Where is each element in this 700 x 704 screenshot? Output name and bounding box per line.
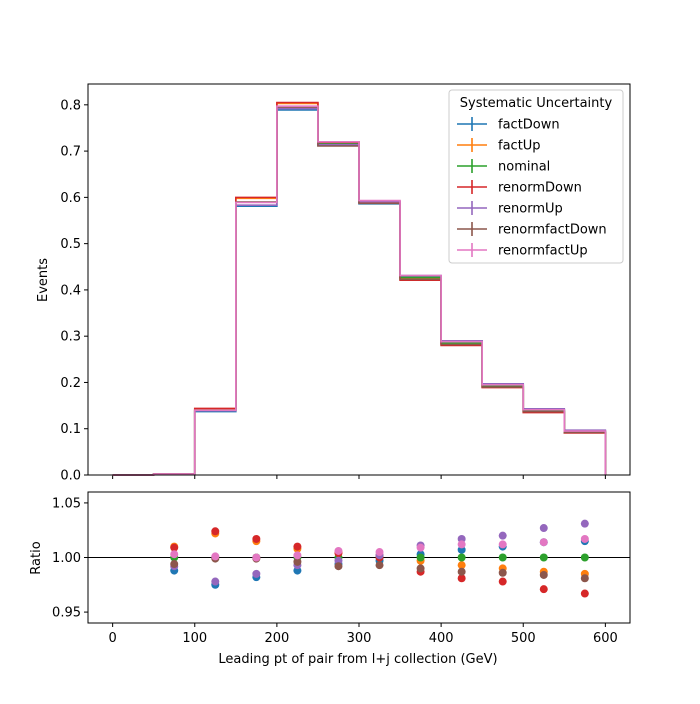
ratio-series-renormfactUp <box>170 534 589 562</box>
ratio-point <box>498 577 507 586</box>
ratio-point <box>170 560 179 569</box>
ratio-point <box>457 553 466 562</box>
legend-label: nominal <box>498 160 550 175</box>
main-y-tick-label: 0.3 <box>60 330 81 345</box>
ratio-x-axis: 0 100 200 300 400 500 600 <box>108 623 618 646</box>
main-y-axis-title: Events <box>36 258 51 302</box>
series-step-renormfactUp <box>112 105 607 476</box>
legend-frame <box>448 89 624 264</box>
legend-item-factDown: factDown <box>457 117 560 133</box>
legend-title: Systematic Uncertainty <box>460 96 613 111</box>
ratio-point <box>416 564 425 573</box>
legend-item-renormDown: renormDown <box>457 180 582 196</box>
legend-label: factUp <box>498 139 541 154</box>
ratio-point <box>170 543 179 552</box>
legend-item-renormfactUp: renormfactUp <box>457 243 588 259</box>
ratio-point <box>539 570 548 579</box>
ratio-point <box>211 527 220 536</box>
ratio-point <box>293 557 302 566</box>
ratio-y-tick-label: 0.95 <box>52 606 81 621</box>
legend-items: factDown factUp nominal renormDown renormUp r… <box>457 117 607 259</box>
legend-label: factDown <box>498 118 560 133</box>
ratio-point <box>252 553 261 562</box>
ratio-plot-area <box>88 519 630 598</box>
ratio-point <box>416 543 425 552</box>
ratio-point <box>293 542 302 551</box>
ratio-point <box>334 546 343 555</box>
legend-item-renormfactDown: renormfactDown <box>457 222 607 238</box>
ratio-x-tick-label: 600 <box>593 631 618 646</box>
legend-item-nominal: nominal <box>457 159 550 175</box>
main-y-tick-label: 0.5 <box>60 237 81 252</box>
ratio-point <box>457 567 466 576</box>
ratio-x-tick-label: 400 <box>429 631 454 646</box>
legend-label: renormfactDown <box>498 223 607 238</box>
ratio-point <box>539 553 548 562</box>
ratio-y-axis-title: Ratio <box>29 541 44 574</box>
legend-label: renormfactUp <box>498 244 588 259</box>
x-axis-title: Leading pt of pair from l+j collection (… <box>218 652 497 667</box>
main-y-tick-label: 0.7 <box>60 145 81 160</box>
legend-label: renormDown <box>498 181 582 196</box>
ratio-point <box>539 538 548 547</box>
legend-item-renormUp: renormUp <box>457 201 563 217</box>
ratio-point <box>498 553 507 562</box>
ratio-point <box>252 569 261 578</box>
ratio-point <box>539 585 548 594</box>
ratio-point <box>580 534 589 543</box>
ratio-point <box>498 568 507 577</box>
ratio-point <box>211 552 220 561</box>
ratio-point <box>457 540 466 549</box>
ratio-x-tick-label: 0 <box>108 631 116 646</box>
main-plot-area <box>112 101 607 476</box>
ratio-point <box>580 553 589 562</box>
ratio-point <box>457 561 466 570</box>
ratio-y-tick-label: 1.00 <box>52 551 81 566</box>
ratio-point <box>252 534 261 543</box>
ratio-panel: 0.95 1.00 1.05 0 100 200 300 400 500 600 Ratio L… <box>29 491 631 667</box>
ratio-x-tick-label: 200 <box>264 631 289 646</box>
ratio-point <box>498 540 507 549</box>
ratio-point <box>416 553 425 562</box>
ratio-x-tick-label: 500 <box>511 631 536 646</box>
main-y-axis: 0.0 0.1 0.2 0.3 0.4 0.5 0.6 0.7 0.8 <box>60 98 88 484</box>
main-axes-frame <box>87 83 631 476</box>
ratio-axes-frame <box>87 491 631 624</box>
ratio-point <box>580 589 589 598</box>
legend-item-factUp: factUp <box>457 138 541 154</box>
ratio-point <box>170 550 179 559</box>
main-y-tick-label: 0.8 <box>60 98 81 113</box>
ratio-point <box>375 548 384 557</box>
ratio-point <box>498 531 507 540</box>
main-y-tick-label: 0.6 <box>60 191 81 206</box>
ratio-point <box>457 574 466 583</box>
main-y-tick-label: 0.0 <box>60 469 81 484</box>
legend-label: renormUp <box>498 202 563 217</box>
ratio-point <box>293 551 302 560</box>
ratio-point <box>334 562 343 571</box>
main-y-tick-label: 0.2 <box>60 376 81 391</box>
ratio-y-tick-label: 1.05 <box>52 496 81 511</box>
ratio-x-tick-label: 300 <box>347 631 372 646</box>
legend: Systematic Uncertainty factDown factUp nom… <box>448 89 624 264</box>
ratio-point <box>580 574 589 583</box>
main-y-tick-label: 0.4 <box>60 283 81 298</box>
ratio-point <box>580 519 589 528</box>
ratio-y-axis: 0.95 1.00 1.05 <box>52 496 88 621</box>
ratio-point <box>539 524 548 533</box>
ratio-point <box>211 577 220 586</box>
main-y-tick-label: 0.1 <box>60 422 81 437</box>
ratio-x-tick-label: 100 <box>182 631 207 646</box>
ratio-point <box>375 561 384 570</box>
main-panel: 0.0 0.1 0.2 0.3 0.4 0.5 0.6 0.7 0.8 Events Syste… <box>36 83 631 484</box>
